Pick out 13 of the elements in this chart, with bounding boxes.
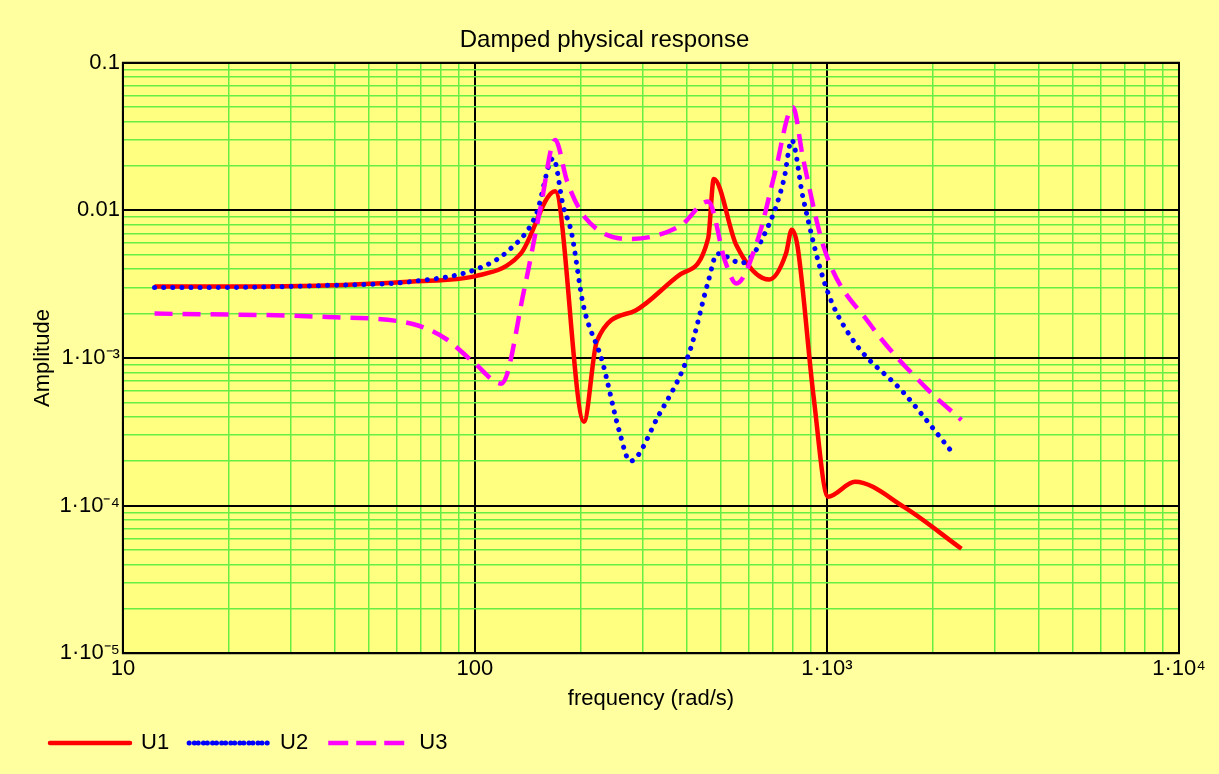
y-tick-label: 0.1 — [89, 48, 120, 74]
chart-title: Damped physical response — [459, 25, 750, 53]
legend-label: U3 — [419, 729, 448, 755]
x-axis-title: frequency (rad/s) — [567, 684, 735, 710]
y-tick-label: 1·10⁻⁴ — [59, 491, 120, 517]
legend-label: U2 — [280, 729, 309, 755]
x-tick-label: 100 — [456, 655, 494, 681]
y-tick-label: 1·10⁻³ — [61, 344, 120, 370]
legend-label: U1 — [141, 729, 170, 755]
x-tick-label: 1·10³ — [801, 655, 853, 681]
y-axis-title: Amplitude — [29, 309, 55, 407]
y-tick-label: 0.01 — [77, 196, 120, 222]
x-tick-label: 1·10⁴ — [1152, 655, 1206, 681]
